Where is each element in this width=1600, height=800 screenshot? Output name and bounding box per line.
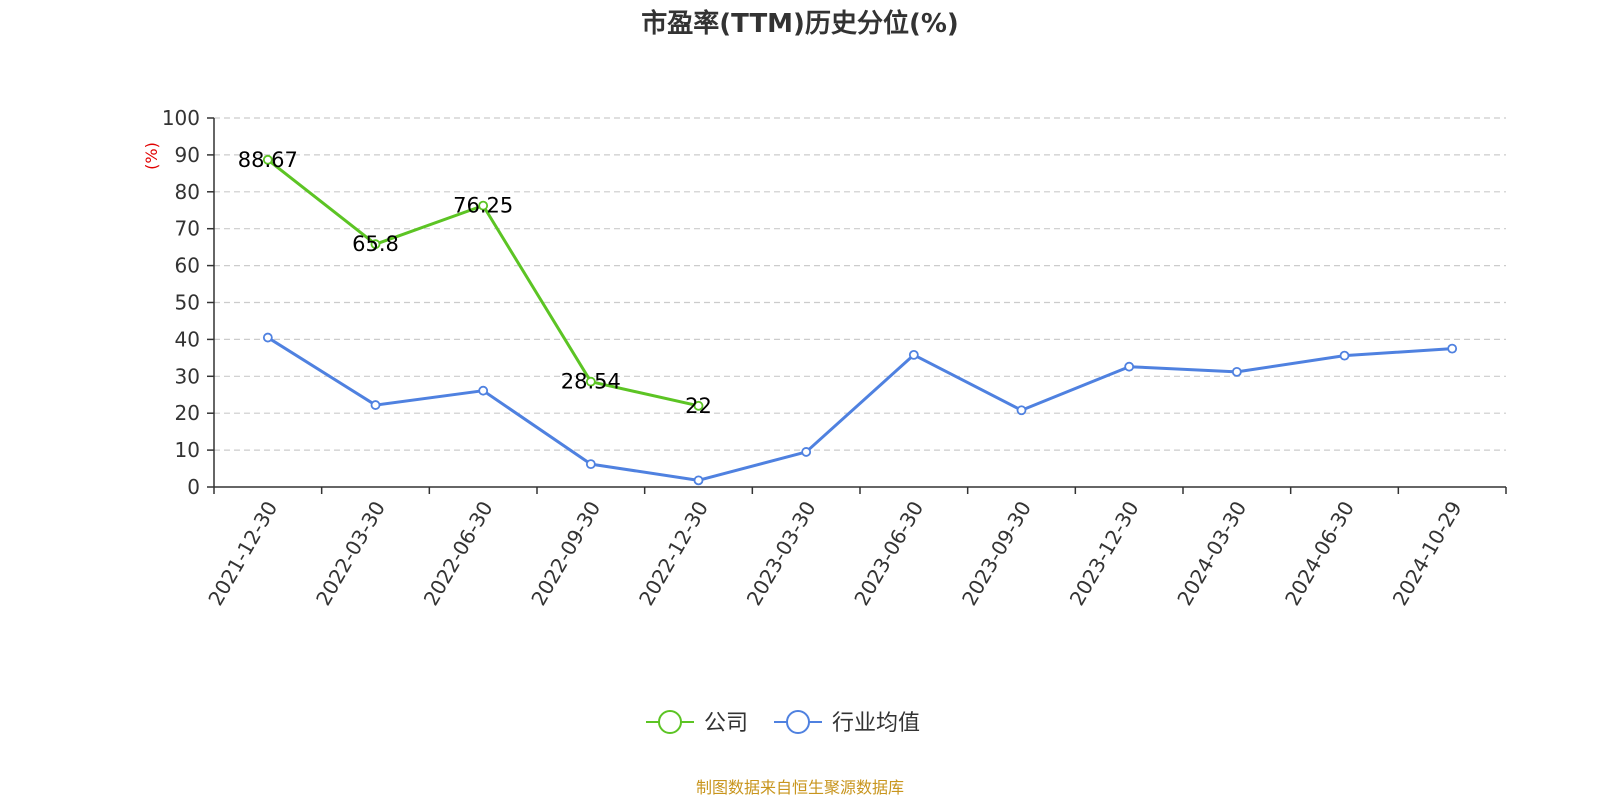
data-point <box>1016 405 1027 416</box>
x-tick-label: 2024-03-30 <box>1172 497 1251 610</box>
x-tick-label: 2021-12-30 <box>203 497 282 610</box>
x-tick-label: 2023-12-30 <box>1065 497 1144 610</box>
x-tick-label: 2023-09-30 <box>957 497 1036 610</box>
x-tick-label: 2024-10-29 <box>1388 497 1467 610</box>
data-point <box>262 332 273 343</box>
chart-title: 市盈率(TTM)历史分位(%) <box>641 8 959 39</box>
y-tick-label: 40 <box>175 327 200 351</box>
x-tick-label: 2023-06-30 <box>849 497 928 610</box>
y-tick-label: 80 <box>175 180 200 204</box>
legend-label: 行业均值 <box>832 711 920 736</box>
source-note: 制图数据来自恒生聚源数据库 <box>696 778 904 797</box>
data-point <box>1339 350 1350 361</box>
legend-label: 公司 <box>704 711 748 736</box>
data-label: 65.8 <box>352 232 399 256</box>
data-point <box>262 154 273 165</box>
legend: 公司 行业均值 <box>646 710 920 736</box>
data-point <box>370 239 381 250</box>
data-point <box>693 475 704 486</box>
x-tick-label: 2022-09-30 <box>526 497 605 610</box>
data-labels: 88.67 65.8 76.25 28.54 22 <box>238 148 712 418</box>
x-tick-label: 2022-06-30 <box>419 497 498 610</box>
data-point <box>1124 361 1135 372</box>
data-point <box>1447 343 1458 354</box>
y-tick-label: 30 <box>175 364 200 388</box>
series <box>262 154 1458 486</box>
data-label: 88.67 <box>238 148 298 172</box>
legend-marker <box>658 710 682 734</box>
axes: 0 10 20 30 40 50 60 70 80 90 100 2021-12-30 2022-03-… <box>162 106 1507 610</box>
y-tick-label: 90 <box>175 143 200 167</box>
y-tick-label: 20 <box>175 401 200 425</box>
data-point <box>693 400 704 411</box>
legend-marker <box>786 710 810 734</box>
x-tick-label: 2022-12-30 <box>634 497 713 610</box>
grid-lines <box>214 117 1506 451</box>
y-tick-label: 60 <box>175 254 200 278</box>
y-tick-label: 10 <box>175 438 200 462</box>
y-tick-label: 0 <box>187 475 200 499</box>
data-point <box>478 385 489 396</box>
data-point <box>370 400 381 410</box>
x-tick-label: 2023-03-30 <box>742 497 821 610</box>
data-point <box>585 376 596 387</box>
y-tick-label: 70 <box>175 217 200 241</box>
data-point <box>1231 366 1242 377</box>
data-label: 76.25 <box>453 194 513 218</box>
y-axis-unit-label: (%) <box>142 142 161 170</box>
data-point <box>585 459 596 470</box>
data-point <box>801 447 812 457</box>
series-line-industry-average <box>267 336 1453 482</box>
data-point <box>478 200 489 211</box>
data-label: 28.54 <box>561 370 621 394</box>
data-point <box>908 349 919 360</box>
y-tick-label: 50 <box>175 291 200 315</box>
y-tick-label: 100 <box>162 106 200 130</box>
x-tick-label: 2024-06-30 <box>1280 497 1359 610</box>
x-tick-label: 2022-03-30 <box>311 497 390 610</box>
data-label: 22 <box>685 394 712 418</box>
